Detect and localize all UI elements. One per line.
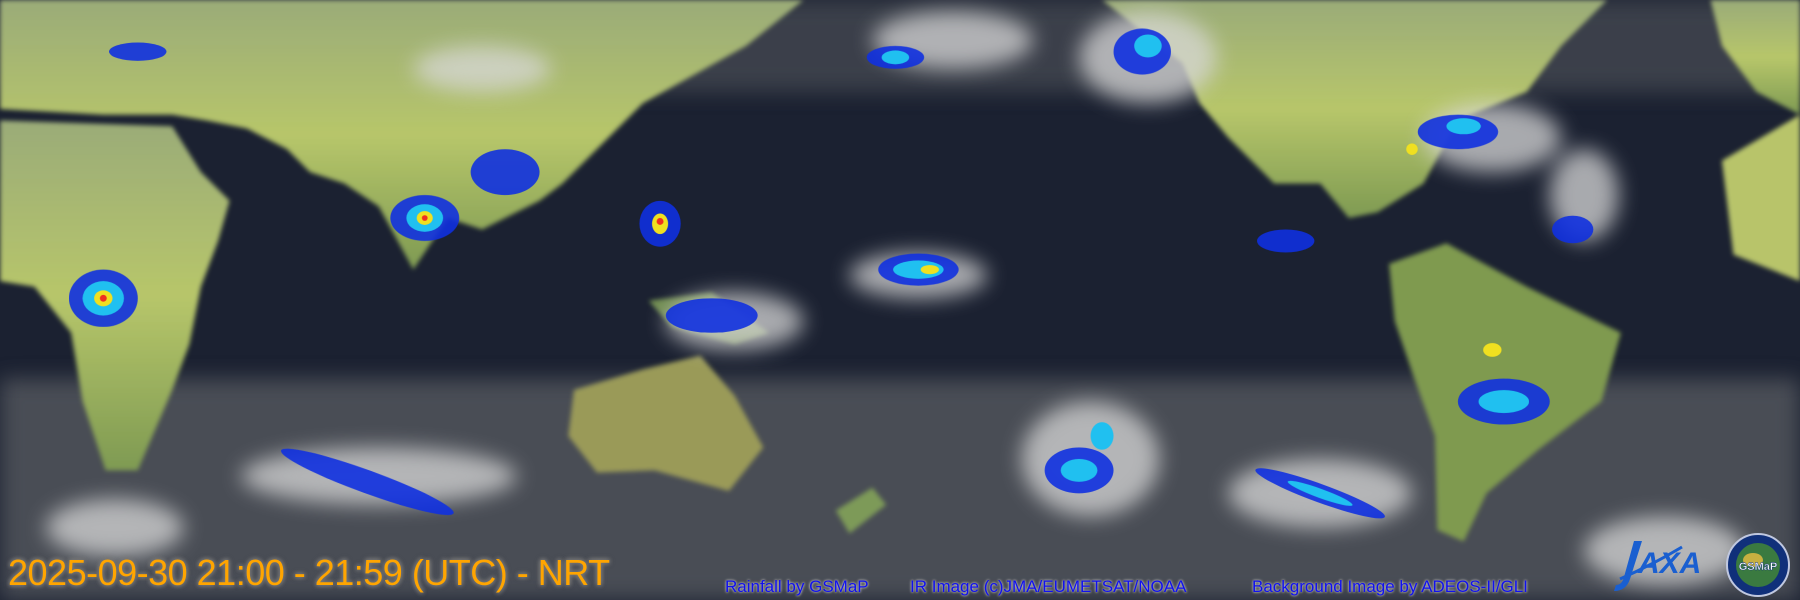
- ir-image-credit: IR Image (c)JMA/EUMETSAT/NOAA: [910, 577, 1187, 596]
- jaxa-logo: AXA: [1614, 541, 1701, 591]
- rainfall-credit: Rainfall by GSMaP: [725, 577, 869, 596]
- background-image-credit: Background Image by ADEOS-II/GLI: [1252, 577, 1528, 596]
- australia: [568, 355, 764, 492]
- observation-timestamp: 2025-09-30 21:00 - 21:59 (UTC) - NRT: [8, 552, 610, 593]
- new-zealand: [835, 487, 887, 534]
- eurasia: [0, 0, 804, 270]
- gsmap-logo: GSMaP: [1726, 533, 1790, 597]
- africa-east-edge: [1721, 114, 1800, 282]
- rainfall-cells: [68, 28, 1594, 519]
- svg-text:AXA: AXA: [1637, 547, 1701, 580]
- svg-text:GSMaP: GSMaP: [1739, 561, 1778, 573]
- north-america: [1102, 0, 1608, 218]
- europe-greenland: [1710, 0, 1800, 115]
